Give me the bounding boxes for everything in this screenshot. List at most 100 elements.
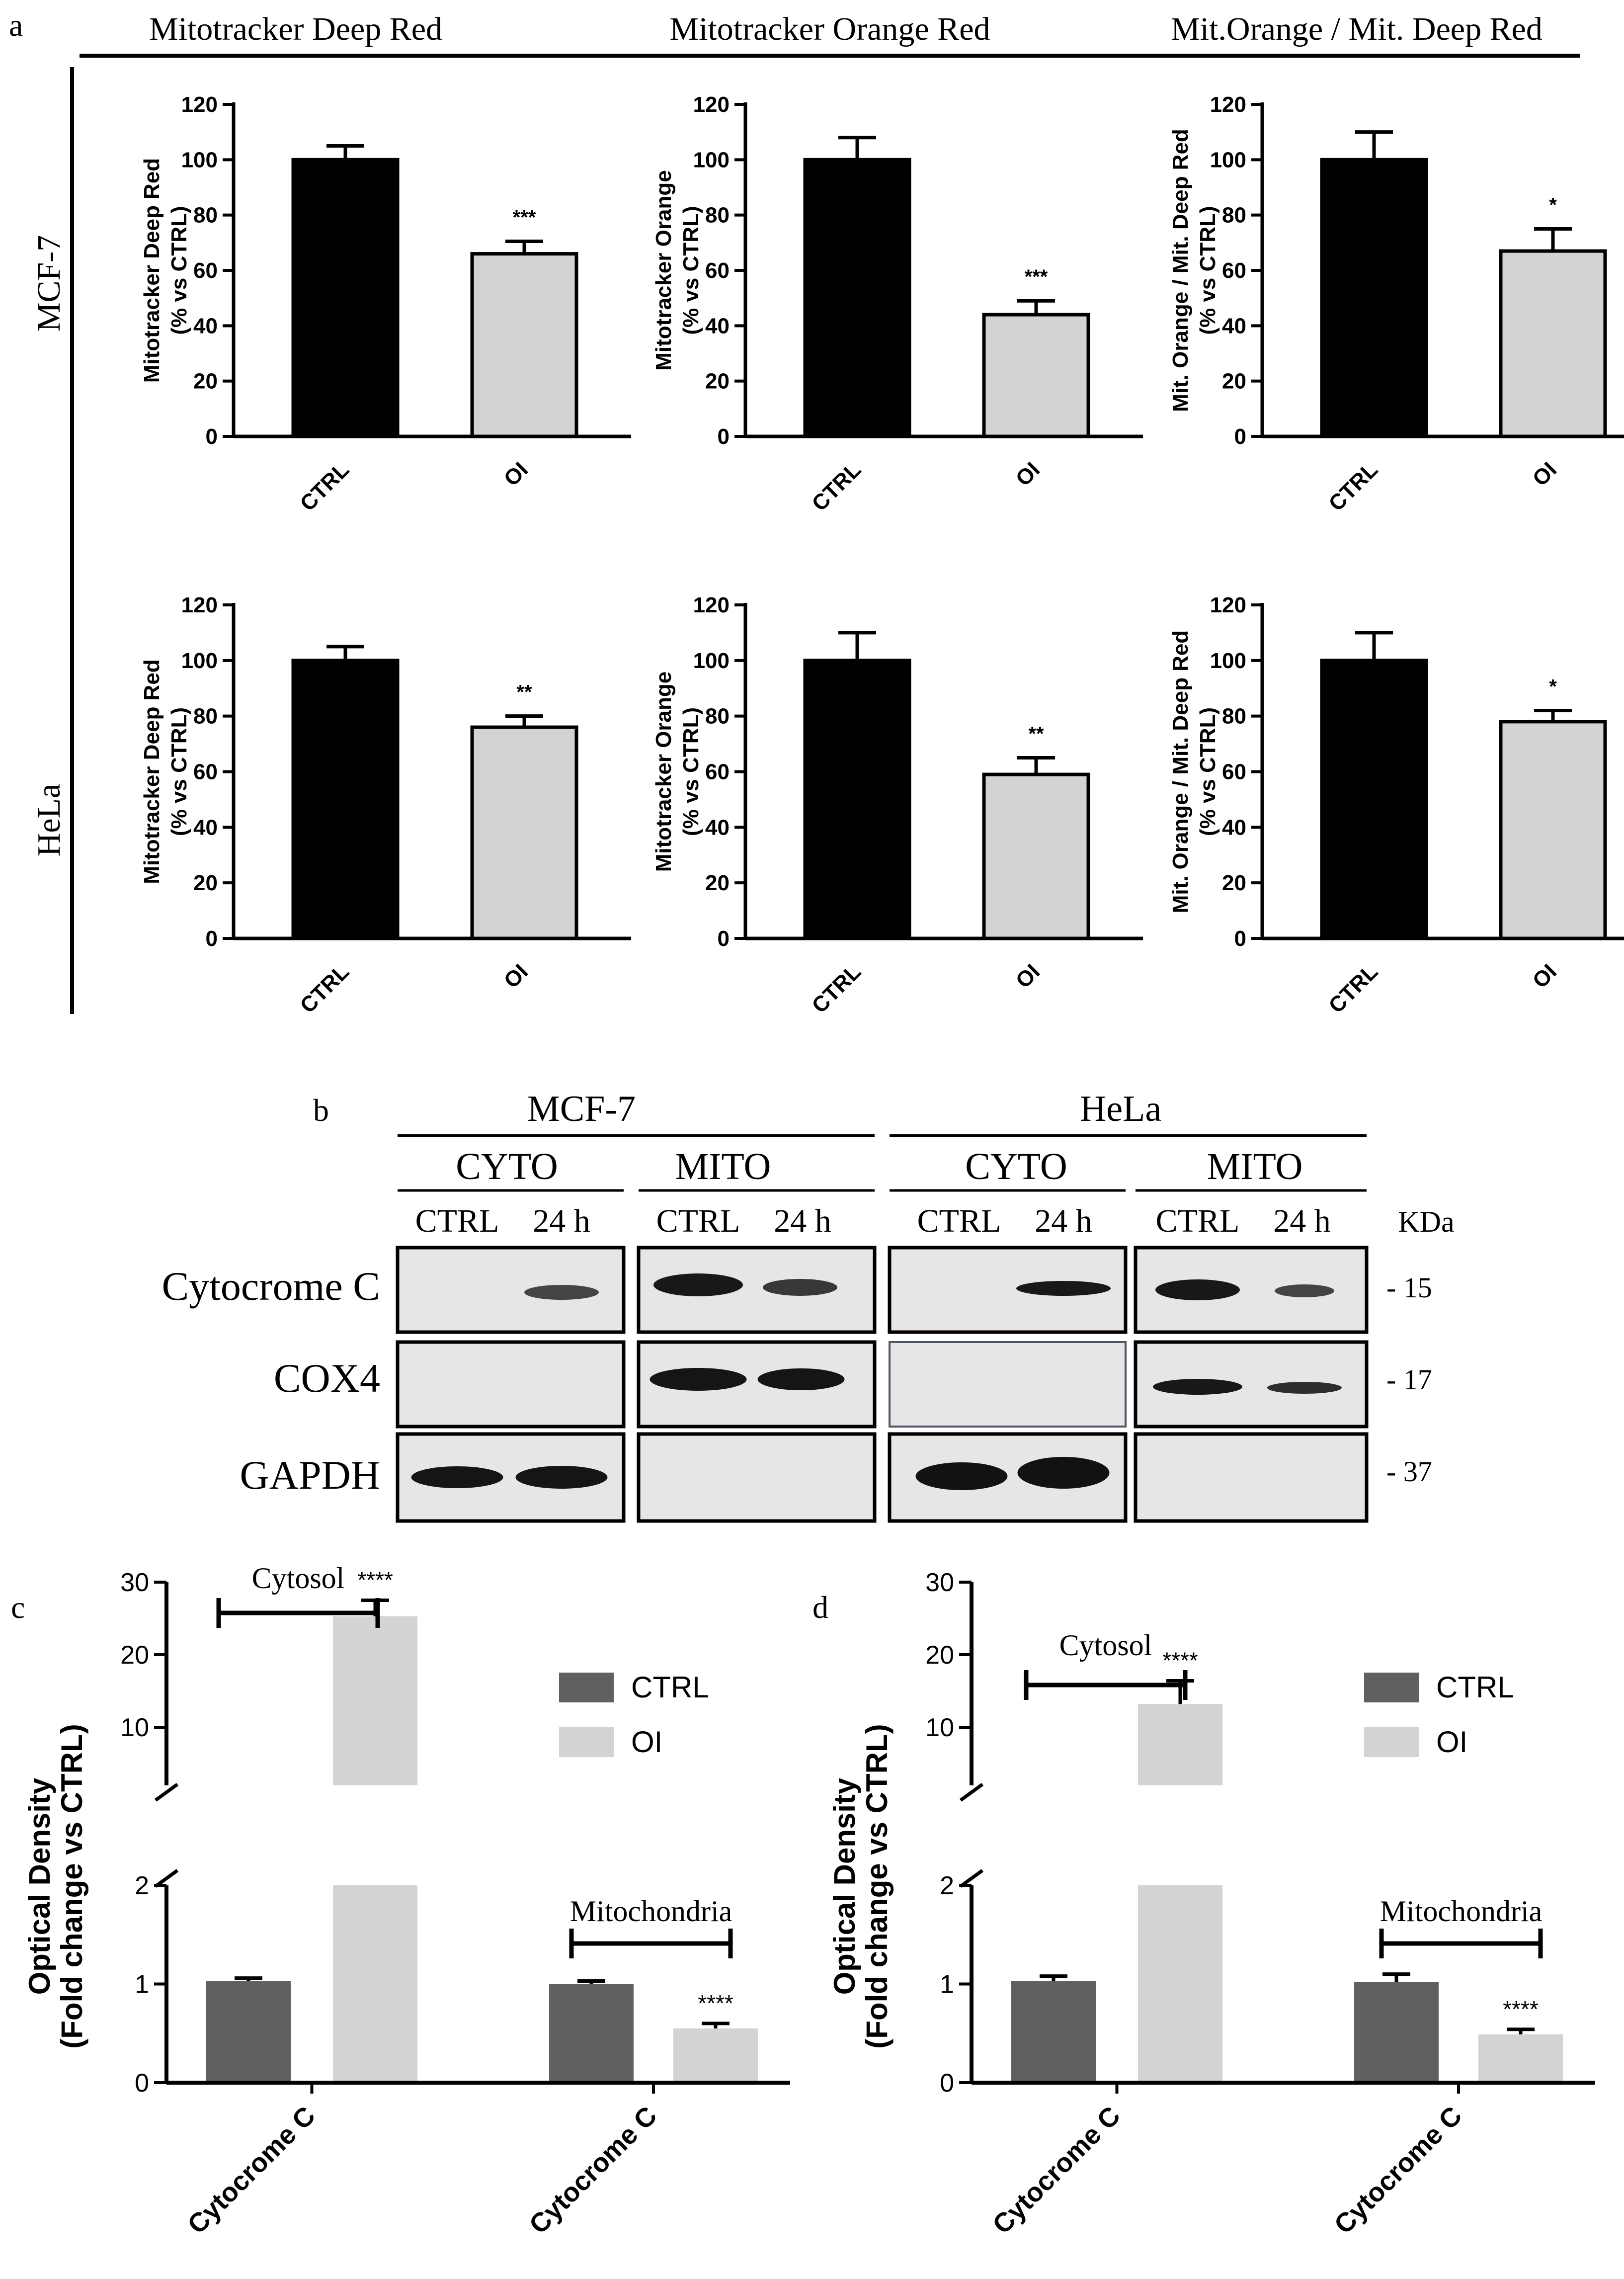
- y-tick-label: 20: [705, 369, 730, 394]
- group-label: Cytosol: [252, 1562, 345, 1595]
- y-tick-label: 120: [181, 593, 218, 617]
- y-tick-label: 40: [1222, 314, 1246, 338]
- y-tick-label: 80: [705, 203, 730, 228]
- protein-cox4: COX4: [274, 1355, 380, 1401]
- y-tick-label: 2: [940, 1871, 954, 1900]
- bar-ctrl: [1320, 158, 1428, 438]
- significance-label: ***: [513, 207, 536, 229]
- y-axis-label: Mit. Orange / Mit. Deep Red: [1168, 630, 1193, 914]
- y-axis-label: Mitotracker Deep Red: [140, 158, 164, 383]
- y-tick-label: 100: [693, 148, 730, 172]
- significance-label: ****: [1162, 1648, 1198, 1674]
- y-axis-label: (% vs CTRL): [1196, 206, 1220, 335]
- bar-oi: [1138, 1885, 1222, 2083]
- y-tick-label: 100: [693, 649, 730, 673]
- blot-box: [889, 1341, 1127, 1428]
- bar-ctrl: [1320, 659, 1428, 940]
- legend-label: OI: [1436, 1725, 1467, 1759]
- blot-fraction-3: CYTO: [965, 1146, 1067, 1187]
- y-axis-label: Mitotracker Deep Red: [140, 659, 164, 884]
- y-axis-label: Optical Density: [828, 1777, 861, 1995]
- y-tick-label: 2: [135, 1871, 149, 1900]
- y-tick-label: 20: [120, 1641, 149, 1670]
- y-tick-label: 120: [1210, 92, 1246, 117]
- legend-swatch: [1364, 1673, 1419, 1702]
- blot-band: [915, 1462, 1008, 1490]
- axis-break-mark: [959, 1782, 984, 1802]
- y-tick-label: 20: [925, 1641, 954, 1670]
- y-tick-label: 120: [1210, 593, 1246, 617]
- legend-label: CTRL: [631, 1671, 709, 1704]
- y-tick-label: 100: [181, 649, 218, 673]
- y-tick-label: 100: [181, 148, 218, 172]
- x-tick-label: CTRL: [1324, 959, 1382, 1018]
- kda-17: - 17: [1386, 1363, 1432, 1396]
- y-tick-label: 60: [1222, 760, 1246, 784]
- blot-band: [757, 1368, 845, 1390]
- y-tick-label: 40: [705, 815, 730, 840]
- y-tick-label: 100: [1210, 148, 1246, 172]
- group-label: Mitochondria: [1380, 1895, 1543, 1928]
- y-tick-label: 40: [1222, 815, 1246, 840]
- y-axis-label: (% vs CTRL): [1196, 707, 1220, 836]
- significance-label: *: [1549, 675, 1557, 697]
- lane-7: CTRL: [1156, 1203, 1240, 1239]
- legend-swatch: [559, 1673, 614, 1702]
- y-tick-label: 80: [705, 704, 730, 729]
- western-blot: MCF-7 HeLa CYTO MITO CYTO MITO CTRL 24 h…: [162, 1089, 1455, 1523]
- x-tick-label: Cytocrome C: [987, 2101, 1126, 2240]
- y-tick-label: 0: [718, 927, 730, 951]
- bar-ctrl: [549, 1984, 634, 2083]
- bar-oi: [1499, 249, 1607, 438]
- significance-label: **: [516, 681, 532, 703]
- x-tick-label: OI: [1011, 959, 1045, 993]
- lane-6: 24 h: [1035, 1203, 1092, 1239]
- x-tick-label: CTRL: [295, 959, 354, 1018]
- blot-fraction-2: MITO: [675, 1146, 771, 1187]
- y-axis-label: Mit. Orange / Mit. Deep Red: [1168, 129, 1193, 412]
- bar-ctrl: [1011, 1981, 1096, 2083]
- y-axis-label: Mitotracker Orange: [651, 170, 676, 370]
- y-tick-label: 80: [1222, 203, 1246, 228]
- chart-a-hela-ratio: CTRL OI * 0 20 40 60 80 100 120 Mit. Orange / Mit.…: [1168, 593, 1624, 1018]
- y-tick-label: 40: [193, 314, 218, 338]
- blot-box: [1134, 1432, 1369, 1523]
- bar-oi: [470, 725, 578, 940]
- x-tick-label: OI: [499, 457, 533, 491]
- kda-header: KDa: [1398, 1205, 1454, 1238]
- y-tick-label: 0: [718, 424, 730, 449]
- chart-a-hela-orange: CTRL OI ** 0 20 40 60 80 100 120 Mitotracker Orang…: [651, 593, 1143, 1018]
- y-tick-label: 20: [1222, 871, 1246, 895]
- legend-swatch: [559, 1727, 614, 1757]
- blot-cell-line-hela: HeLa: [1080, 1089, 1161, 1129]
- blot-band: [763, 1279, 837, 1296]
- group-label: Cytosol: [1059, 1629, 1152, 1662]
- lane-2: 24 h: [533, 1203, 590, 1239]
- y-tick-label: 0: [135, 2069, 149, 2098]
- y-axis-label: Mitotracker Orange: [651, 672, 676, 872]
- panel-letter-c: c: [11, 1590, 25, 1625]
- y-tick-label: 0: [206, 927, 218, 951]
- significance-label: *: [1549, 194, 1557, 216]
- x-tick-label: OI: [1528, 959, 1561, 993]
- bar-ctrl: [291, 158, 400, 438]
- significance-label: ****: [1503, 1996, 1539, 2022]
- chart-c: **** **** 10 20 30 0 1 2 Cytocrome C Cytocrome C O…: [23, 1562, 790, 2240]
- y-tick-label: 80: [193, 704, 218, 729]
- lane-8: 24 h: [1273, 1203, 1331, 1239]
- bar-ctrl: [291, 659, 400, 940]
- y-tick-label: 0: [1234, 424, 1246, 449]
- bar-oi: [982, 772, 1090, 940]
- bar-oi: [1499, 720, 1607, 940]
- y-tick-label: 20: [1222, 369, 1246, 394]
- x-tick-label: CTRL: [295, 457, 354, 516]
- blot-box: [396, 1340, 626, 1429]
- axis-break-mark: [959, 1869, 984, 1888]
- kda-15: - 15: [1386, 1271, 1432, 1304]
- y-axis-label: (Fold change vs CTRL): [55, 1724, 88, 2048]
- y-tick-label: 0: [1234, 927, 1246, 951]
- legend-label: OI: [631, 1725, 662, 1759]
- lane-5: CTRL: [917, 1203, 1001, 1239]
